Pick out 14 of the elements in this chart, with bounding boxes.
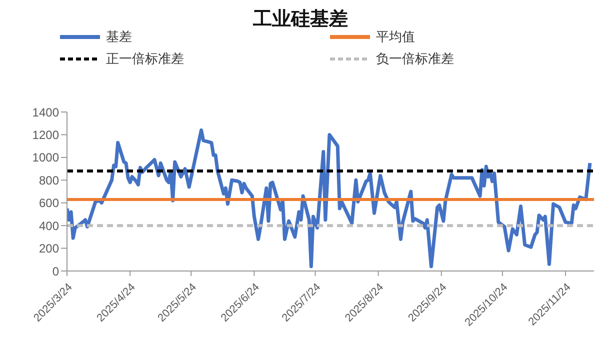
legend-label: 正一倍标准差 [106,50,184,68]
y-tick-label: 800 [38,173,60,188]
legend-label: 负一倍标准差 [376,50,454,68]
y-tick-label: 1000 [32,150,60,165]
y-tick-label: 200 [38,242,60,256]
chart-title: 工业硅基差 [253,8,348,30]
y-tick-label: 1400 [32,105,60,120]
y-tick-label: 1200 [32,128,60,142]
y-tick-label: 600 [38,196,60,210]
legend-label: 基差 [106,28,132,46]
y-tick-label: 0 [52,264,60,278]
y-tick-label: 400 [38,218,60,233]
legend-label: 平均值 [376,28,415,46]
line-series [67,128,592,268]
